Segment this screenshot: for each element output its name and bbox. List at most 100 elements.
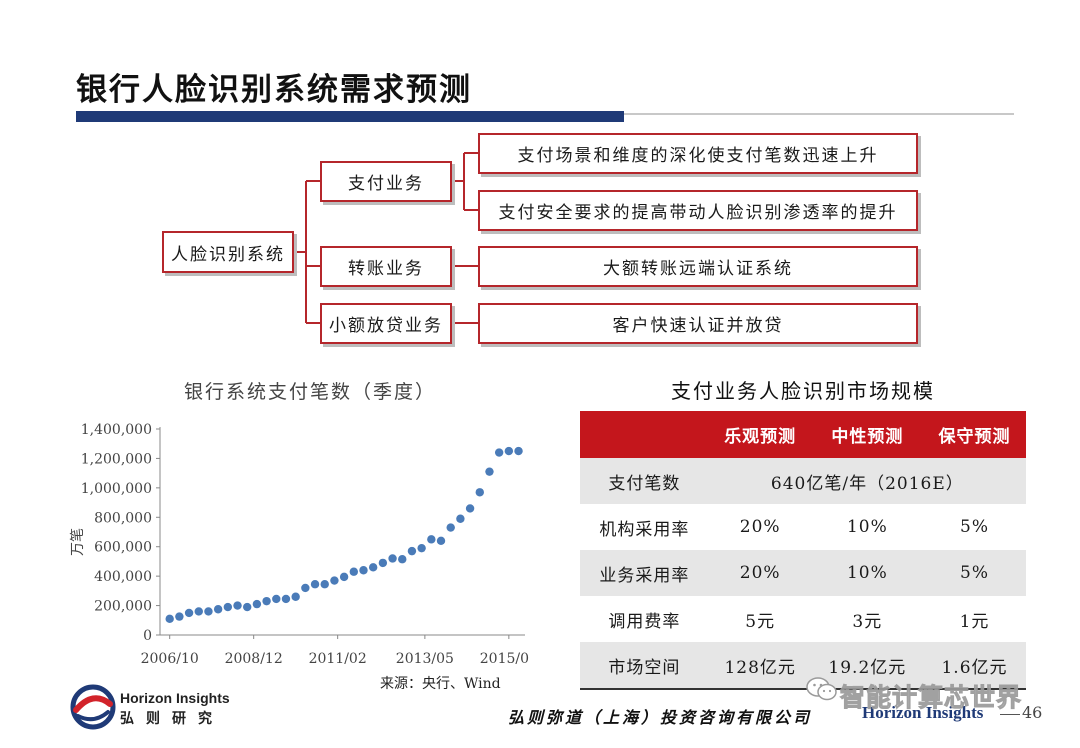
data-point bbox=[320, 580, 329, 589]
y-tick-label: 600,000 bbox=[94, 540, 152, 556]
y-tick-label: 1,400,000 bbox=[81, 422, 152, 438]
y-tick-label: 400,000 bbox=[94, 569, 152, 585]
data-point bbox=[465, 504, 475, 513]
data-point bbox=[494, 448, 504, 457]
data-point bbox=[281, 594, 291, 604]
table-header-neutral: 中性预测 bbox=[811, 411, 924, 458]
x-tick-label: 2013/05 bbox=[396, 651, 454, 667]
y-tick-label: 1,200,000 bbox=[81, 451, 152, 467]
y-tick-label: 800,000 bbox=[94, 510, 152, 526]
watermark-text: 智能计算芯世界 bbox=[839, 683, 1023, 713]
logo-text-en: Horizon Insights bbox=[120, 690, 230, 706]
tree-branch-label: 小额放贷业务 bbox=[329, 316, 443, 336]
x-tick-labels: 2006/10 2008/12 2011/02 2013/05 2015/07 bbox=[141, 651, 530, 667]
row-label: 支付笔数 bbox=[580, 458, 709, 504]
data-point bbox=[446, 523, 455, 532]
table-cell: 3元 bbox=[852, 611, 883, 632]
data-point bbox=[398, 555, 407, 564]
data-point bbox=[349, 567, 359, 576]
data-points bbox=[165, 446, 523, 624]
table-header-row: 乐观预测 中性预测 保守预测 bbox=[580, 411, 1026, 458]
data-point bbox=[359, 566, 368, 575]
table-row: 机构采用率 20% 10% 5% bbox=[580, 504, 1026, 550]
table-row: 市场空间 128亿元 19.2亿元 1.6亿元 bbox=[580, 642, 1026, 690]
row-label: 机构采用率 bbox=[599, 519, 690, 540]
horizon-logo-icon bbox=[70, 684, 116, 730]
data-point bbox=[504, 446, 514, 456]
slide-title: 银行人脸识别系统需求预测 bbox=[76, 72, 472, 108]
table-cell: 20% bbox=[708, 550, 812, 596]
payment-count-chart: 0 200,000 400,000 600,000 800,000 1,000,000 1,… bbox=[70, 422, 530, 667]
x-tick-label: 2015/07 bbox=[480, 651, 530, 667]
data-point bbox=[204, 607, 213, 616]
x-tick-label: 2011/02 bbox=[309, 651, 367, 667]
data-point bbox=[184, 608, 194, 618]
title-underline-bar bbox=[76, 111, 624, 122]
tree-root-box: 人脸识别系统 bbox=[162, 231, 294, 273]
table-row: 业务采用率 20% 10% 5% bbox=[580, 550, 1026, 596]
data-point bbox=[243, 602, 252, 612]
title-underline-rule bbox=[624, 113, 1014, 115]
table-cell: 10% bbox=[811, 550, 924, 596]
tree-branch-label: 转账业务 bbox=[348, 259, 424, 279]
tree-leaf-label: 支付安全要求的提高带动人脸识别渗透率的提升 bbox=[498, 203, 898, 223]
data-point bbox=[417, 543, 426, 553]
y-tick-label: 200,000 bbox=[94, 599, 152, 615]
data-point bbox=[330, 576, 339, 585]
y-tick-labels: 0 200,000 400,000 600,000 800,000 1,000,000 1,… bbox=[81, 422, 152, 644]
wechat-icon bbox=[806, 677, 837, 701]
y-tick-label: 1,000,000 bbox=[81, 481, 152, 497]
data-point bbox=[165, 614, 174, 624]
table-cell: 19.2亿元 bbox=[811, 642, 924, 690]
data-point bbox=[175, 612, 184, 621]
data-point bbox=[407, 546, 417, 556]
footer-brand: Horizon Insights bbox=[862, 703, 984, 722]
data-point bbox=[252, 599, 262, 609]
data-point bbox=[475, 488, 484, 497]
tree-branch-payment: 支付业务 bbox=[320, 161, 452, 202]
data-point bbox=[262, 596, 271, 606]
row-label: 调用费率 bbox=[608, 611, 681, 632]
tree-leaf-label: 大额转账远端认证系统 bbox=[603, 259, 793, 279]
tree-leaf-box: 支付安全要求的提高带动人脸识别渗透率的提升 bbox=[478, 190, 918, 231]
x-tick-label: 2006/10 bbox=[141, 651, 199, 667]
table-row: 调用费率 5元 3元 1元 bbox=[580, 596, 1026, 642]
tree-branch-loan: 小额放贷业务 bbox=[320, 303, 452, 344]
data-point bbox=[301, 583, 310, 593]
table-cell: 5元 bbox=[745, 611, 776, 632]
table-title: 支付业务人脸识别市场规模 bbox=[671, 379, 935, 403]
table-row: 支付笔数 640亿笔/年（2016E） bbox=[580, 458, 1026, 504]
data-point bbox=[368, 563, 378, 572]
tree-leaf-label: 支付场景和维度的深化使支付笔数迅速上升 bbox=[517, 146, 879, 166]
table-cell: 5% bbox=[923, 550, 1026, 596]
table-cell: 1.6亿元 bbox=[923, 642, 1026, 690]
table-cell: 128亿元 bbox=[708, 642, 812, 690]
y-axis-label: 万笔 bbox=[70, 528, 86, 556]
data-point bbox=[339, 572, 349, 582]
tree-branch-transfer: 转账业务 bbox=[320, 246, 452, 287]
data-point bbox=[233, 601, 242, 610]
footer-divider bbox=[1000, 714, 1020, 715]
row-label: 业务采用率 bbox=[580, 550, 709, 596]
tree-root-label: 人脸识别系统 bbox=[171, 244, 285, 265]
data-point bbox=[514, 446, 523, 456]
y-tick-label: 0 bbox=[143, 628, 152, 644]
data-point bbox=[485, 467, 494, 476]
page-number: 46 bbox=[1022, 703, 1043, 722]
footer-company: 弘则弥道（上海）投资咨询有限公司 bbox=[508, 708, 813, 727]
table-header-empty bbox=[580, 411, 709, 458]
data-point bbox=[436, 536, 446, 546]
table-cell: 1元 bbox=[959, 611, 990, 632]
tree-leaf-box: 支付场景和维度的深化使支付笔数迅速上升 bbox=[478, 133, 918, 174]
tree-branch-label: 支付业务 bbox=[348, 174, 424, 194]
chart-axes bbox=[156, 427, 525, 639]
chart-title: 银行系统支付笔数（季度） bbox=[183, 381, 436, 403]
data-point bbox=[223, 602, 233, 612]
market-size-table: 乐观预测 中性预测 保守预测 支付笔数 640亿笔/年（2016E） 机构采用率… bbox=[580, 411, 1026, 690]
data-point bbox=[272, 594, 281, 604]
tree-leaf-box: 客户快速认证并放贷 bbox=[478, 303, 918, 344]
tree-leaf-box: 大额转账远端认证系统 bbox=[478, 246, 918, 287]
logo-text-cn: 弘则研究 bbox=[120, 711, 224, 727]
x-tick-label: 2008/12 bbox=[225, 651, 283, 667]
